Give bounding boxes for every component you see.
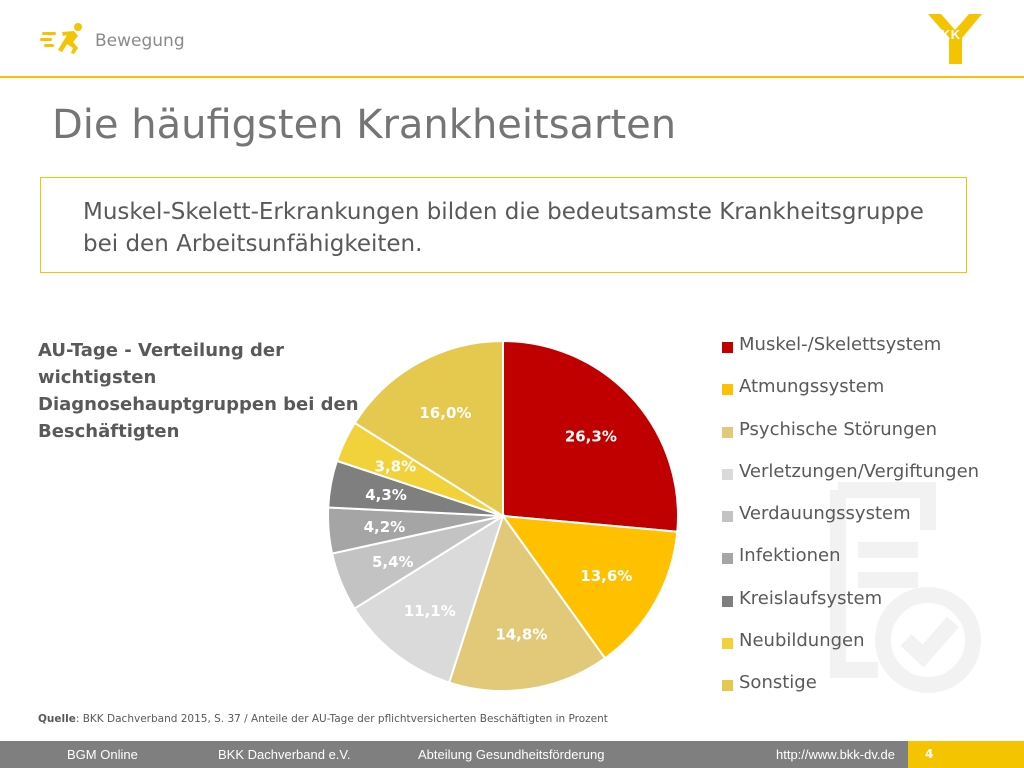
bkk-logo: [928, 14, 982, 64]
pie-data-label: 26,3%: [565, 428, 617, 446]
pie-slice: [447, 513, 607, 692]
pie-data-label: 4,2%: [364, 518, 406, 536]
footer-link-website[interactable]: http://www.bkk-dv.de: [776, 747, 895, 762]
legend-label: Sonstige: [739, 672, 817, 694]
legend-swatch: [722, 638, 733, 650]
legend-label: Verdauungssystem: [739, 503, 911, 525]
pie-data-label: 11,1%: [404, 602, 456, 620]
section-label: Bewegung: [95, 31, 185, 51]
legend-swatch: [722, 426, 733, 438]
pie-data-label: 14,8%: [495, 626, 547, 644]
legend-label: Psychische Störungen: [739, 418, 937, 440]
footer-item-department: Abteilung Gesundheitsförderung: [418, 747, 605, 762]
legend-item: Atmungssystem: [722, 376, 979, 418]
legend-label: Infektionen: [739, 545, 841, 567]
legend-label: Atmungssystem: [739, 376, 885, 398]
legend-swatch: [722, 511, 733, 523]
legend-item: Kreislaufsystem: [722, 588, 979, 630]
legend-swatch: [722, 468, 733, 480]
legend-swatch: [722, 680, 733, 692]
pie-slice: [500, 514, 679, 660]
clipboard-check-icon: [830, 482, 981, 693]
source-text: : BKK Dachverband 2015, S. 37 / Anteile …: [75, 713, 608, 725]
page-number: 4: [925, 747, 934, 761]
chart-title: AU-Tage - Verteilung der wichtigsten Dia…: [38, 340, 359, 442]
legend-item: Infektionen: [722, 545, 979, 587]
source-note: Quelle: BKK Dachverband 2015, S. 37 / An…: [38, 713, 608, 725]
callout-text: Muskel-Skelett-Erkrankungen bilden die b…: [83, 199, 924, 257]
source-label: Quelle: [38, 713, 76, 725]
legend-item: Psychische Störungen: [722, 419, 979, 461]
pie-slice: [353, 339, 504, 518]
legend-item: Muskel-/Skelettsystem: [722, 334, 979, 376]
pie-slice: [353, 513, 505, 684]
logo-text: BKK: [931, 27, 961, 42]
runner-icon: [40, 23, 82, 54]
legend-swatch: [722, 342, 733, 353]
pie-data-label: 3,8%: [375, 457, 417, 475]
pie-data-label: 5,4%: [372, 553, 414, 571]
legend-label: Neubildungen: [739, 630, 865, 652]
header-divider: [0, 76, 1024, 78]
pie-data-label: 16,0%: [419, 404, 471, 422]
legend-label: Kreislaufsystem: [739, 587, 883, 609]
legend-label: Muskel-/Skelettsystem: [739, 334, 942, 355]
legend-item: Verdauungssystem: [722, 503, 979, 545]
legend-item: Neubildungen: [722, 630, 979, 672]
callout-box: Muskel-Skelett-Erkrankungen bilden die b…: [40, 177, 967, 273]
footer-item-bgm: BGM Online: [67, 747, 138, 762]
header: Bewegung BKK: [0, 0, 1024, 78]
footer: BGM Online BKK Dachverband e.V. Abteilun…: [0, 741, 1024, 768]
footer-item-org: BKK Dachverband e.V.: [218, 747, 351, 762]
legend-swatch: [722, 553, 733, 565]
legend-label: Verletzungen/Vergiftungen: [739, 460, 980, 482]
legend-swatch: [722, 384, 733, 396]
legend-item: Verletzungen/Vergiftungen: [722, 461, 979, 503]
page-number-box: 4: [908, 741, 1024, 768]
pie-slice: [502, 339, 679, 533]
pie-chart: 26,3% 13,6% 14,8% 11,1% 5,4% 4,2% 4,3% 3,8% 16,0…: [327, 339, 679, 692]
page-title: Die häufigsten Krankheitsarten: [52, 102, 677, 148]
chart-legend: Muskel-/Skelettsystem Atmungssystem Psychi…: [722, 334, 979, 715]
pie-data-label: 4,3%: [365, 486, 407, 504]
legend-swatch: [722, 595, 733, 607]
pie-data-label: 13,6%: [580, 567, 632, 585]
legend-item: Sonstige: [722, 672, 979, 714]
